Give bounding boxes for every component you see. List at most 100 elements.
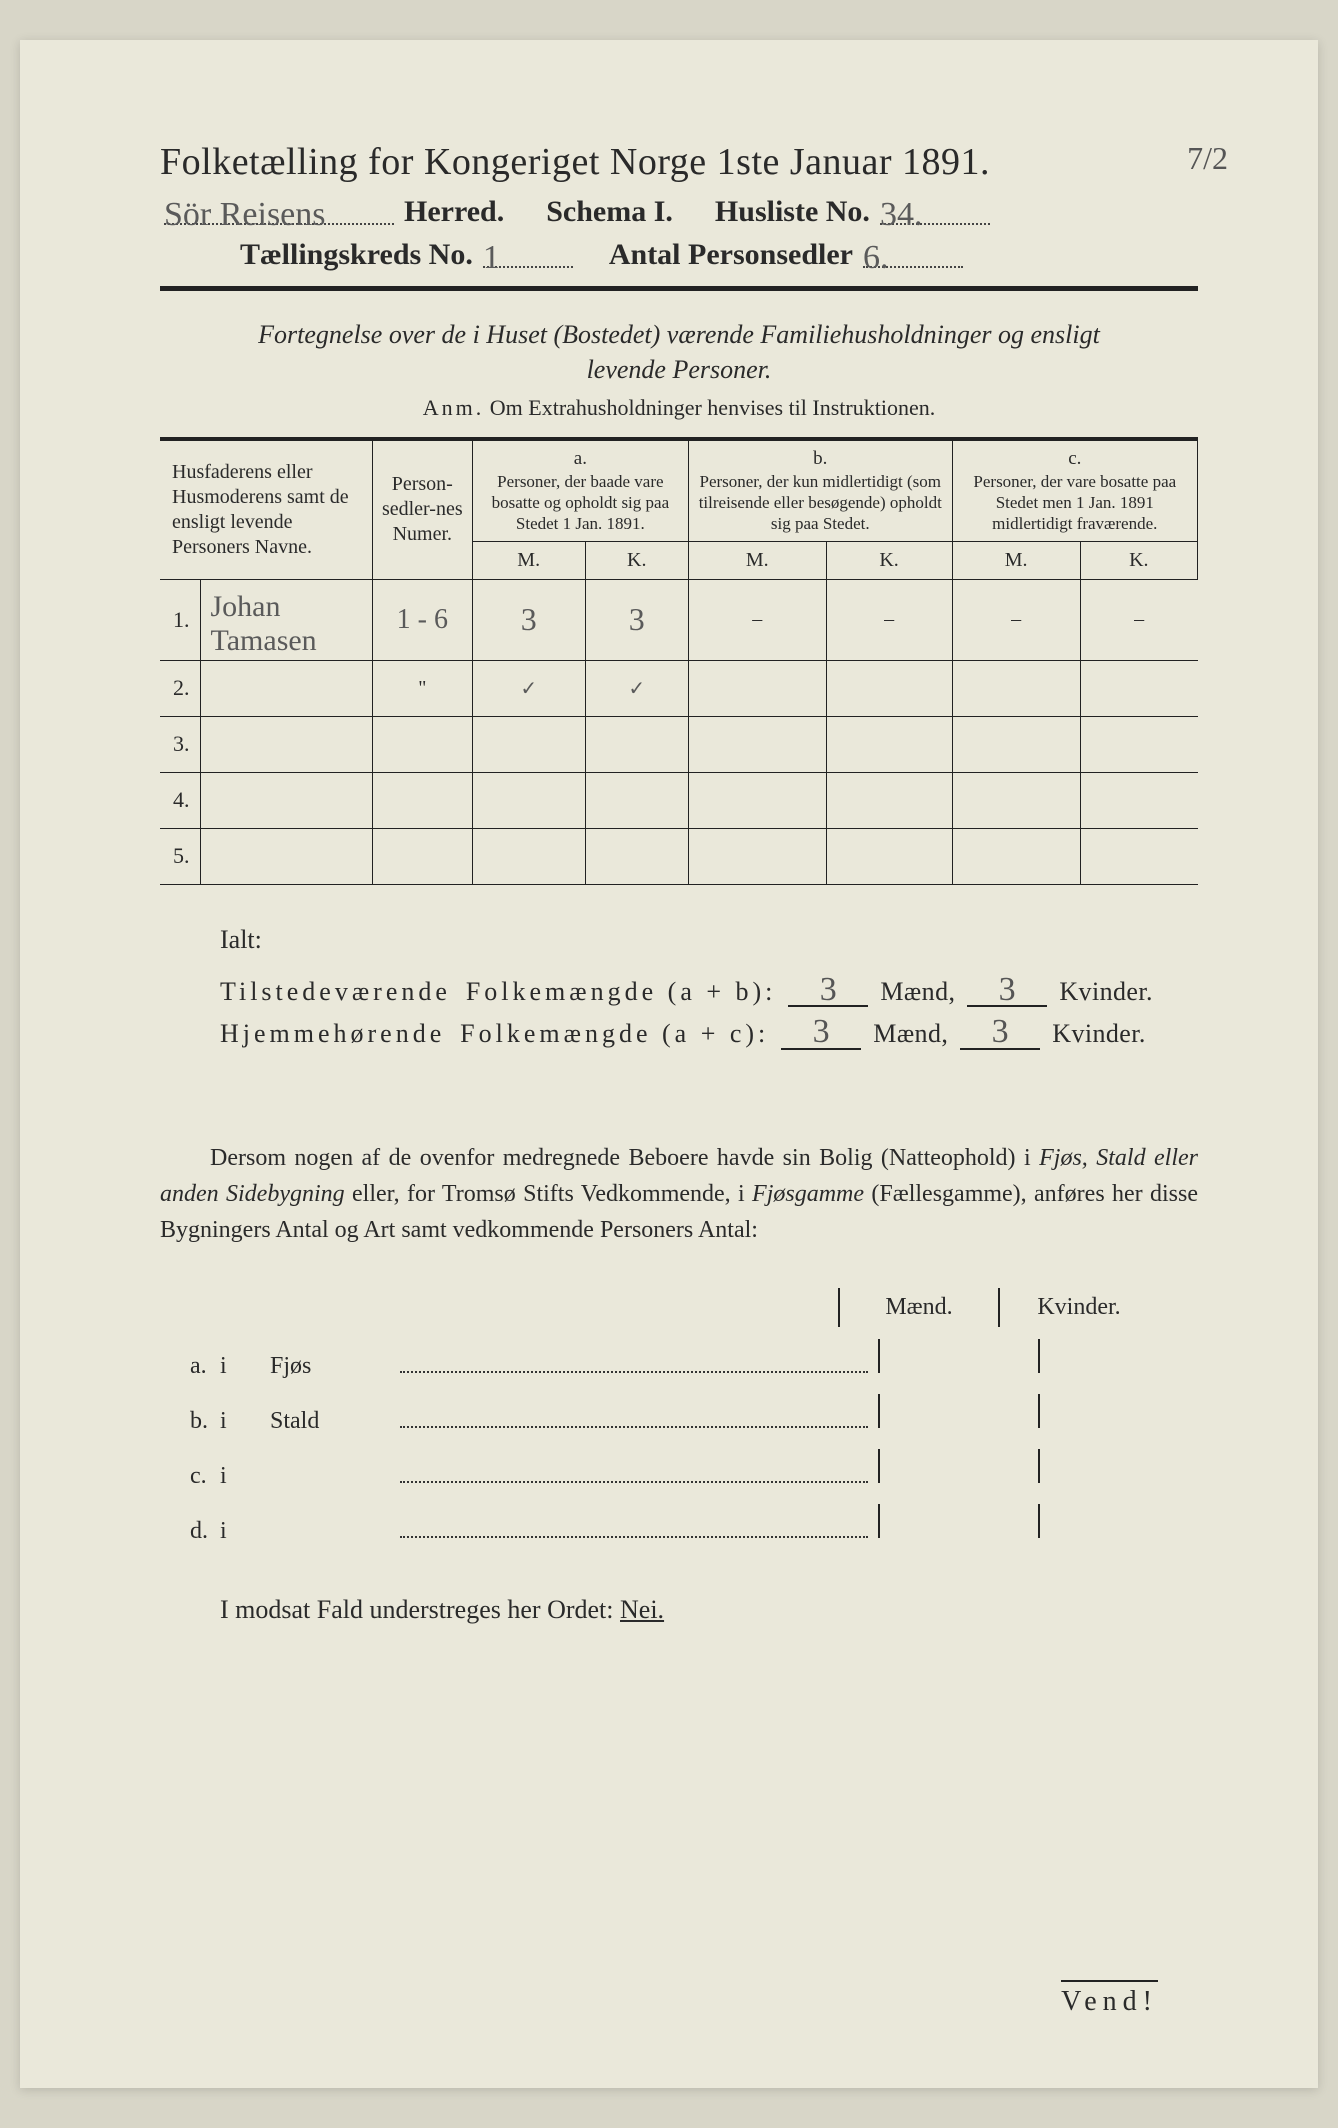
- cell-cM: [952, 772, 1080, 828]
- abcd-i: i: [220, 1463, 270, 1490]
- col-b-letter: b.: [688, 441, 952, 471]
- dotted-line: [400, 1514, 868, 1538]
- ialt-ac-k: 3: [960, 1017, 1040, 1050]
- cell-bM: [688, 716, 826, 772]
- cell-bM: [688, 828, 826, 884]
- table-row: 5.: [160, 828, 1198, 884]
- divider-thick: [160, 286, 1198, 291]
- row-name: [200, 660, 372, 716]
- abcd-m-cell: [878, 1339, 1038, 1373]
- abcd-k-cell: [1038, 1394, 1198, 1428]
- row-name: Johan Tamasen: [200, 579, 372, 660]
- cell-bK: [826, 772, 952, 828]
- row-name: [200, 772, 372, 828]
- personsedler-no: 6.: [863, 239, 889, 276]
- abcd-m-cell: [878, 1449, 1038, 1483]
- name-handwritten: Johan Tamasen: [211, 590, 317, 657]
- cell-bM: –: [688, 579, 826, 660]
- abcd-i: i: [220, 1408, 270, 1435]
- cell-bK: [826, 828, 952, 884]
- ialt-line-ab: Tilstedeværende Folkemængde (a + b): 3 M…: [220, 975, 1198, 1008]
- cell-bK: [826, 716, 952, 772]
- row-name: [200, 716, 372, 772]
- para-pre: Dersom nogen af de ovenfor medregnede Be…: [210, 1145, 1039, 1171]
- table-row: 2. " ✓ ✓: [160, 660, 1198, 716]
- ialt-ab-m: 3: [788, 975, 868, 1008]
- abcd-row-a: a. i Fjøs: [160, 1339, 1198, 1380]
- ialt-ab-k: 3: [967, 975, 1047, 1008]
- cell-bM: [688, 772, 826, 828]
- row-num: 4.: [160, 772, 200, 828]
- col-c-m: M.: [952, 541, 1080, 579]
- anm-note: Anm. Om Extrahusholdninger henvises til …: [160, 395, 1198, 421]
- personsedler-label: Antal Personsedler: [609, 238, 853, 272]
- col-c-desc: Personer, der vare bosatte paa Stedet me…: [952, 471, 1197, 541]
- para-ital2: Fjøsgamme: [752, 1181, 864, 1207]
- husliste-no: 34.: [880, 196, 923, 233]
- abcd-what: Fjøs: [270, 1353, 400, 1380]
- col-names-header: Husfaderens eller Husmoderens samt de en…: [160, 441, 372, 580]
- cell-numer: [372, 828, 472, 884]
- cell-numer: [372, 772, 472, 828]
- abcd-k-cell: [1038, 1339, 1198, 1373]
- col-c-k: K.: [1080, 541, 1197, 579]
- cell-aM: [472, 772, 585, 828]
- cell-cK: [1080, 660, 1197, 716]
- kvinder-label: Kvinder.: [1059, 977, 1152, 1007]
- cell-numer: 1 - 6: [372, 579, 472, 660]
- col-c-letter: c.: [952, 441, 1197, 471]
- abcd-row-b: b. i Stald: [160, 1394, 1198, 1435]
- cell-aK: [585, 716, 688, 772]
- cell-cM: [952, 828, 1080, 884]
- table-row: 4.: [160, 772, 1198, 828]
- ialt-title: Ialt:: [220, 925, 1198, 955]
- abcd-i: i: [220, 1353, 270, 1380]
- cell-bK: [826, 660, 952, 716]
- schema-label: Schema I.: [546, 195, 673, 229]
- header-row-3: Tællingskreds No. 1 Antal Personsedler 6…: [160, 235, 1198, 272]
- ialt-ab-word2: Folkemængde (a + b):: [466, 977, 777, 1007]
- modsat-nei: Nei.: [620, 1595, 664, 1624]
- ialt-line-ac: Hjemmehørende Folkemængde (a + c): 3 Mæn…: [220, 1017, 1198, 1050]
- herred-label: Herred.: [404, 195, 504, 229]
- ialt-ac-m: 3: [781, 1017, 861, 1050]
- ialt-ab-word1: Tilstedeværende: [220, 977, 451, 1007]
- kvinder-column-header: Kvinder.: [998, 1288, 1158, 1327]
- row-name: [200, 828, 372, 884]
- cell-aK: [585, 772, 688, 828]
- table-row: 3.: [160, 716, 1198, 772]
- abcd-label: a.: [160, 1353, 220, 1380]
- subtitle-line2: levende Personer.: [587, 355, 772, 384]
- abcd-row-c: c. i: [160, 1449, 1198, 1490]
- row-num: 3.: [160, 716, 200, 772]
- margin-note: 7/2: [1187, 140, 1228, 177]
- col-b-desc: Personer, der kun midlertidigt (som tilr…: [688, 471, 952, 541]
- dotted-line: [400, 1459, 868, 1483]
- maend-label: Mænd,: [880, 977, 955, 1007]
- para-mid: eller, for Tromsø Stifts Vedkommende, i: [345, 1181, 752, 1207]
- subtitle-line1: Fortegnelse over de i Huset (Bostedet) v…: [258, 320, 1100, 349]
- cell-aK: ✓: [585, 660, 688, 716]
- husliste-label: Husliste No.: [715, 195, 870, 229]
- cell-bK: –: [826, 579, 952, 660]
- cell-aM: ✓: [472, 660, 585, 716]
- anm-label: Anm.: [423, 395, 485, 420]
- abcd-what: Stald: [270, 1408, 400, 1435]
- col-a-m: M.: [472, 541, 585, 579]
- abcd-m-cell: [878, 1504, 1038, 1538]
- col-a-letter: a.: [472, 441, 688, 471]
- fjøs-paragraph: Dersom nogen af de ovenfor medregnede Be…: [160, 1140, 1198, 1248]
- cell-cK: [1080, 772, 1197, 828]
- cell-numer: ": [372, 660, 472, 716]
- row-num: 1.: [160, 579, 200, 660]
- ialt-ac-word2: Folkemængde (a + c):: [460, 1019, 769, 1049]
- cell-aM: [472, 716, 585, 772]
- modsat-text: I modsat Fald understreges her Ordet:: [220, 1595, 620, 1624]
- row-num: 5.: [160, 828, 200, 884]
- cell-aK: [585, 828, 688, 884]
- cell-aK: 3: [585, 579, 688, 660]
- dotted-line: [400, 1349, 868, 1373]
- cell-cK: –: [1080, 579, 1197, 660]
- herred-name-handwritten: Sör Reisens: [164, 196, 326, 233]
- cell-cK: [1080, 716, 1197, 772]
